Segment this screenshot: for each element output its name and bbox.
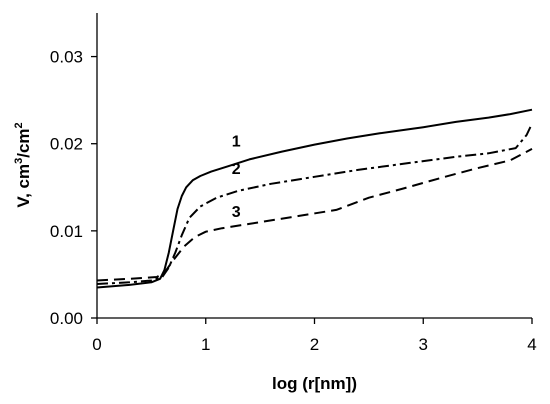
- series-line-3: [96, 148, 533, 282]
- x-tick-label: 2: [310, 335, 319, 354]
- y-tick-label: 0.03: [50, 48, 83, 67]
- x-tick-label: 3: [419, 335, 428, 354]
- y-tick-label: 0.00: [50, 309, 83, 328]
- series-line-1: [96, 108, 533, 289]
- y-axis-title-sup1: 3: [13, 158, 25, 164]
- ticks: [91, 55, 533, 324]
- y-tick-label: 0.02: [50, 135, 83, 154]
- x-axis-title: log (r[nm]): [272, 374, 357, 393]
- curve-label-1: 1: [232, 133, 241, 150]
- x-tick-label: 0: [92, 335, 101, 354]
- y-tick-label: 0.01: [50, 222, 83, 241]
- series-line-2: [96, 123, 533, 285]
- y-axis-title-prefix: V, cm: [14, 164, 33, 208]
- curve-label-3: 3: [232, 204, 241, 221]
- curve-labels: 1 2 3: [232, 133, 241, 221]
- tick-labels: 0 1 2 3 4 0.00 0.01 0.02 0.03: [50, 48, 537, 354]
- y-axis-title-mid: /cm: [14, 128, 33, 157]
- y-axis-title-sup2: 2: [13, 122, 25, 128]
- x-tick-label: 1: [201, 335, 210, 354]
- x-tick-label: 4: [527, 335, 536, 354]
- curve-label-2: 2: [232, 161, 241, 178]
- y-axis-title: V, cm3/cm2: [13, 122, 33, 207]
- series-layer: [96, 108, 533, 289]
